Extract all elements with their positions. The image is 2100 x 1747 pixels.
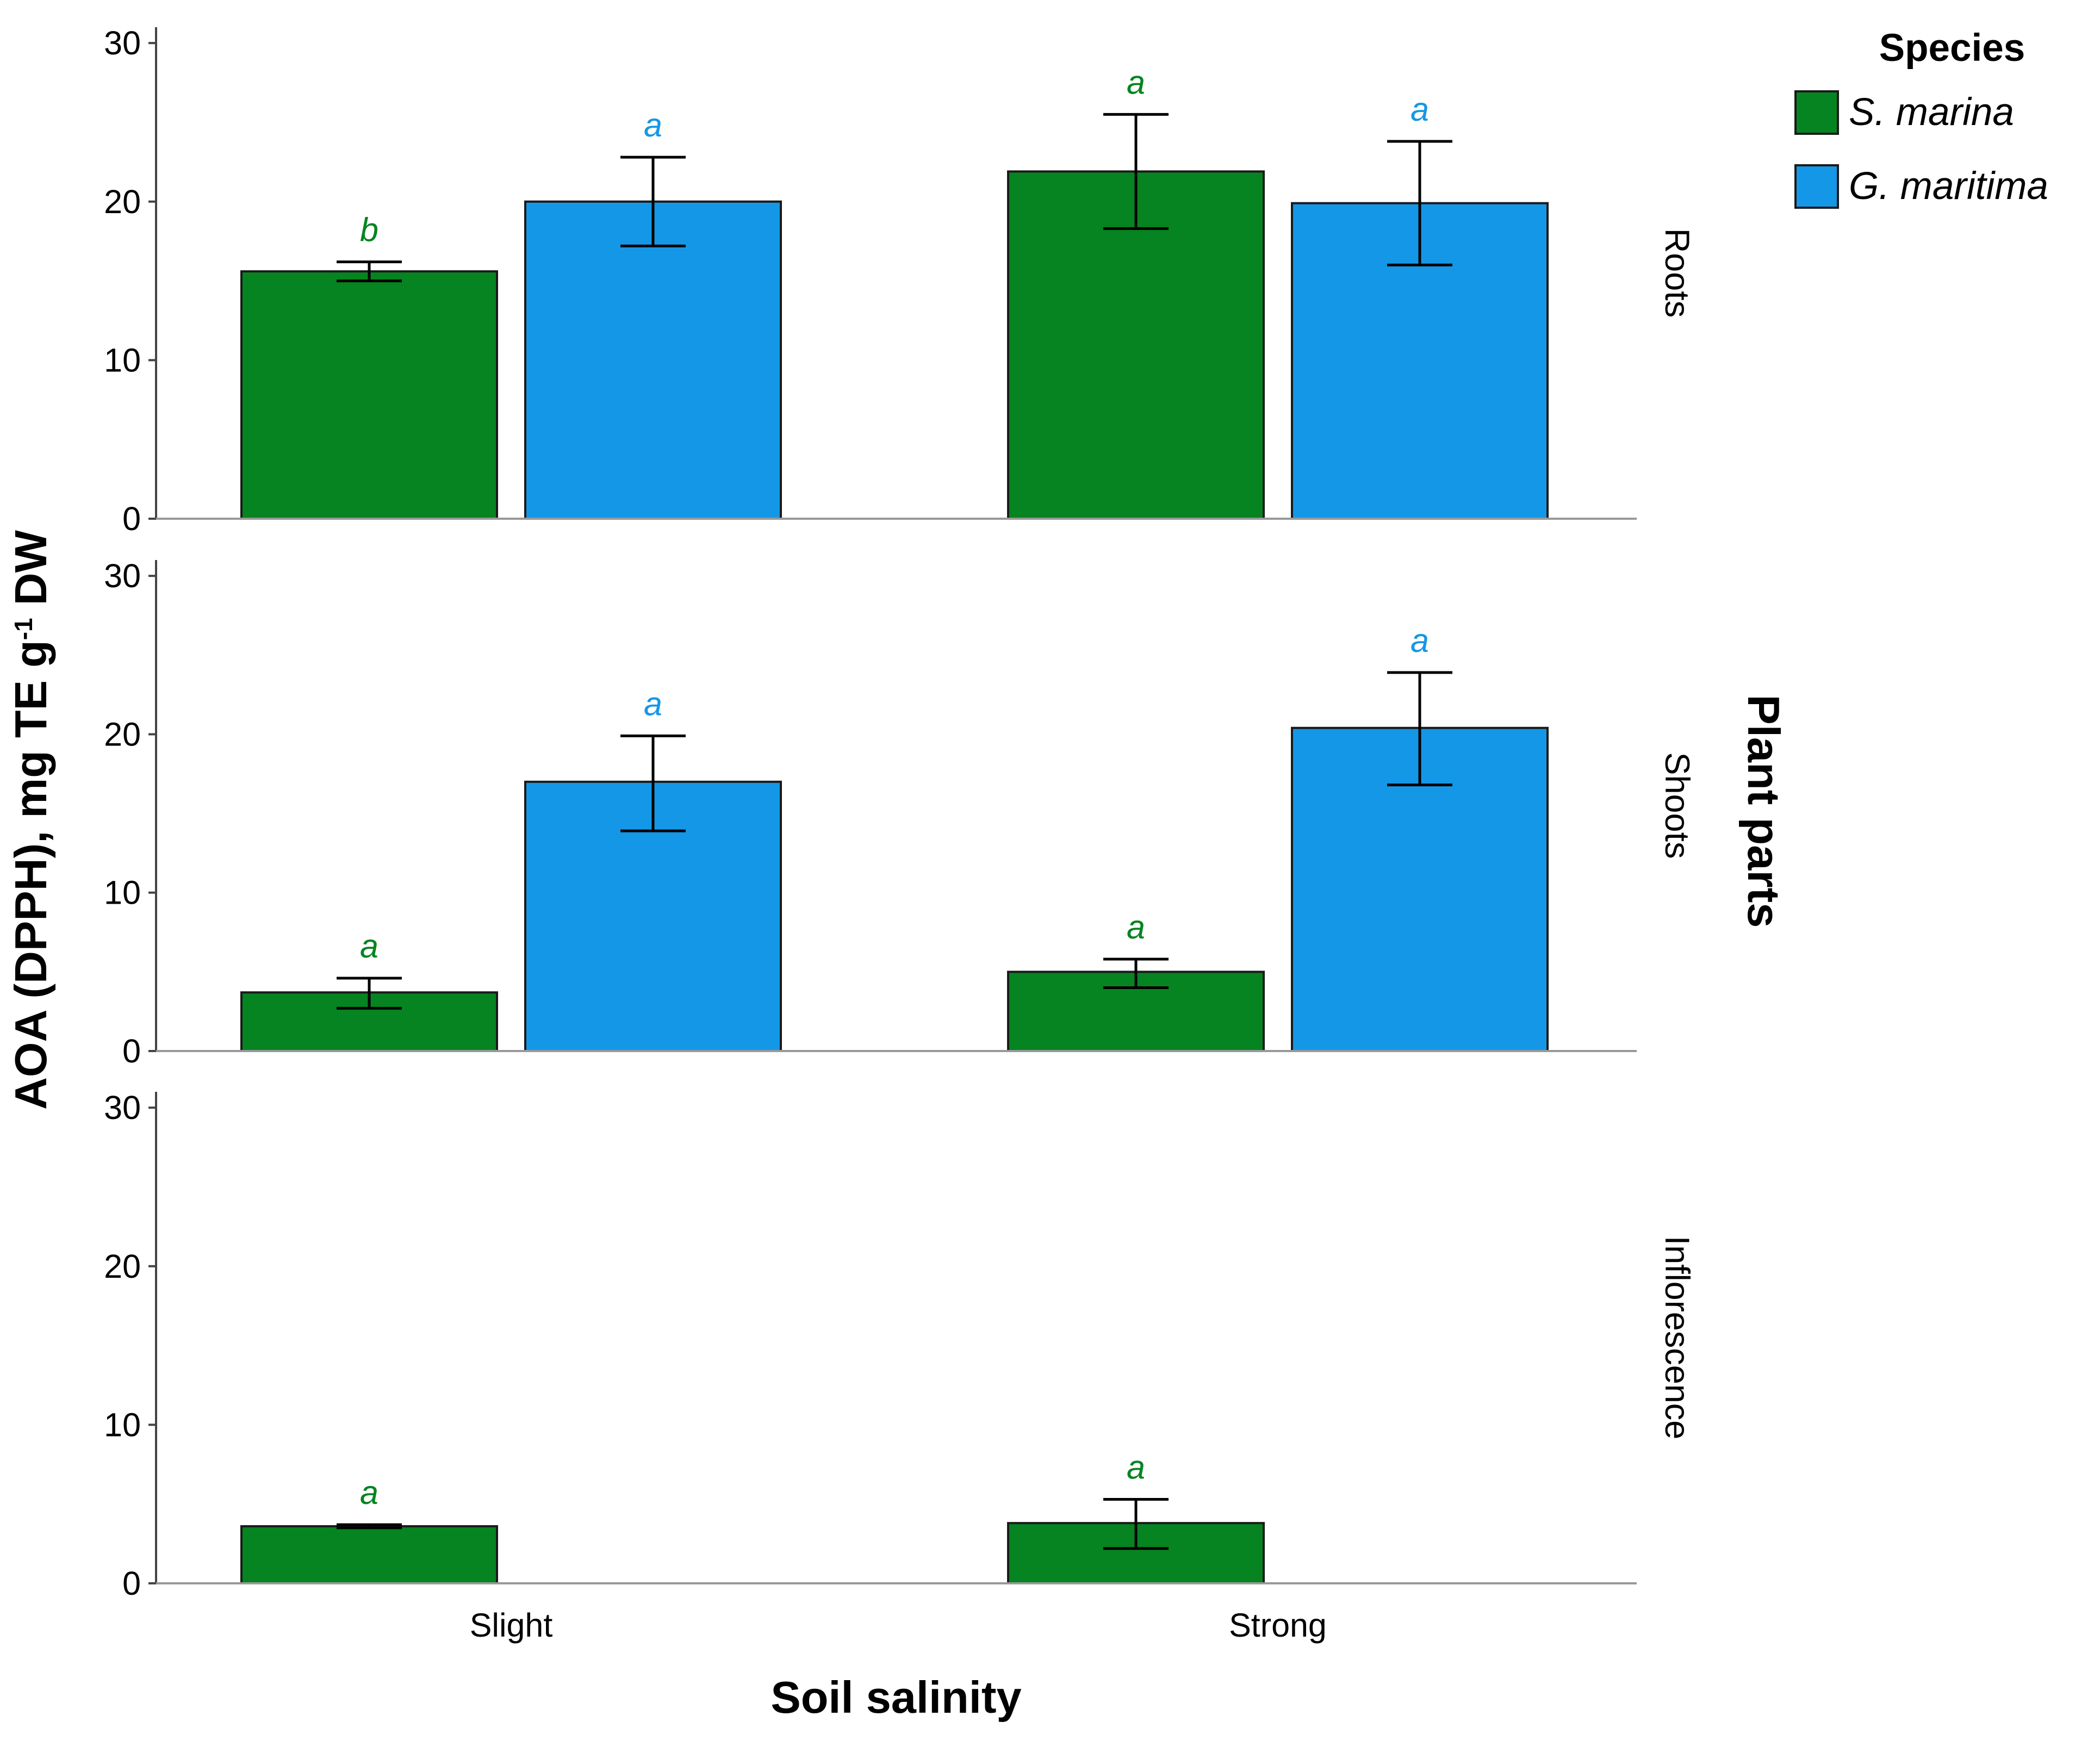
x-tick-label: Strong (1229, 1607, 1327, 1644)
significance-letter: a (1127, 1448, 1145, 1485)
y-tick-label: 0 (122, 1033, 141, 1070)
y-axis-title: AOA (DPPH), mg TE g-1 DW (5, 530, 56, 1110)
y-tick-label: 20 (104, 1248, 141, 1285)
significance-letter: a (1411, 622, 1429, 659)
significance-letter: a (1411, 91, 1429, 128)
y-tick-label: 30 (104, 24, 141, 61)
bar (524, 200, 782, 520)
y-tick-label: 20 (104, 716, 141, 753)
facet-label: Shoots (1658, 752, 1696, 859)
y-tick-label: 30 (104, 1089, 141, 1126)
facet-label: Roots (1658, 228, 1696, 318)
bar (240, 1525, 498, 1584)
significance-letter: b (360, 212, 378, 248)
facet-label: Inflorescence (1658, 1236, 1696, 1440)
significance-letter: a (644, 685, 662, 722)
legend-label: G. maritima (1849, 165, 2048, 208)
significance-letter: a (1127, 909, 1145, 946)
legend-swatch (1794, 90, 1839, 135)
significance-letter: a (360, 928, 378, 965)
y-tick-label: 20 (104, 183, 141, 220)
bar (240, 270, 498, 520)
legend-label: S. marina (1849, 91, 2014, 134)
y-tick-label: 0 (122, 500, 141, 537)
y-tick-label: 30 (104, 557, 141, 594)
y-tick-label: 10 (104, 874, 141, 911)
y-tick-label: 10 (104, 1406, 141, 1443)
x-tick-label: Slight (470, 1607, 553, 1644)
legend-title: Species (1879, 27, 2025, 70)
x-axis-title: Soil salinity (771, 1672, 1021, 1723)
significance-letter: a (644, 107, 662, 144)
significance-letter: a (1127, 64, 1145, 101)
legend-swatch (1794, 164, 1839, 209)
y-tick-label: 10 (104, 341, 141, 378)
facet-axis-title: Plant parts (1738, 695, 1789, 928)
significance-letter: a (360, 1474, 378, 1511)
y-tick-label: 0 (122, 1565, 141, 1602)
